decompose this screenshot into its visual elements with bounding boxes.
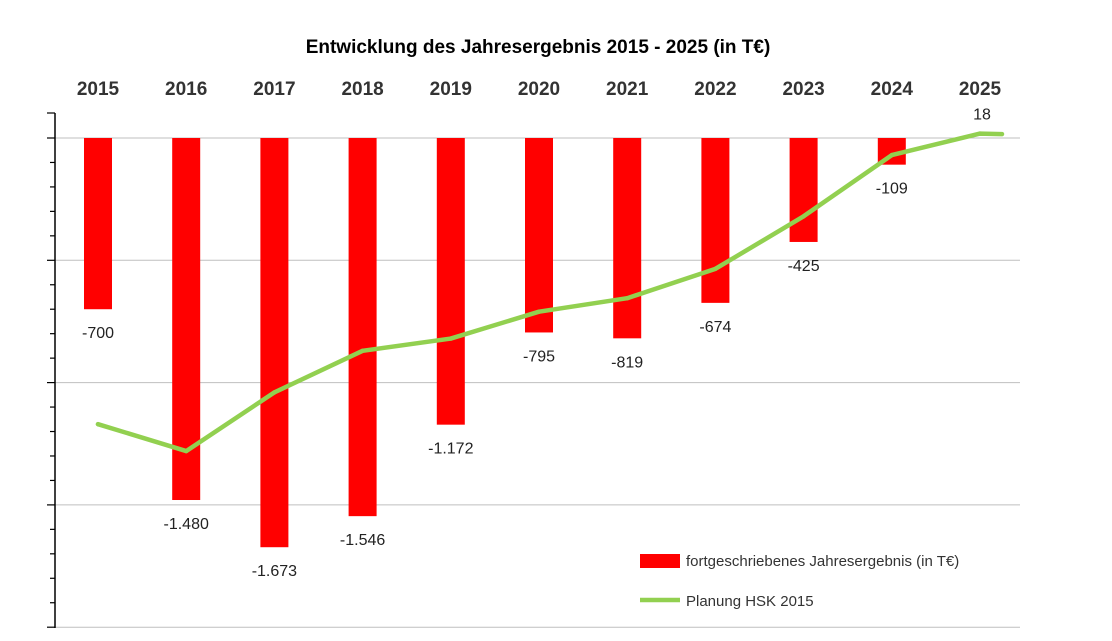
category-label-2015: 2015 [77,79,120,100]
bar-2020 [525,138,553,333]
bar-2019 [436,138,465,425]
category-label-2017: 2017 [253,79,295,100]
line-series [95,131,1005,454]
line-point-2022 [713,266,718,272]
bar-2015 [84,138,112,310]
y-axis [47,112,56,628]
category-labels: 2015 2016 2017 2018 2019 2020 2021 2022 2023 2024… [77,79,1002,100]
category-label-2018: 2018 [341,79,383,100]
bar-2021 [613,138,642,339]
line-series-path [95,131,1005,454]
line-label-2025: 18 [973,107,991,124]
line-point-2018 [360,348,365,354]
line-point-2019 [448,336,453,341]
bar-2018 [348,138,377,517]
bar-label-2018: -1.546 [340,532,385,549]
bar-2023 [789,138,818,242]
grid-lines [55,137,1020,628]
line-point-2021 [625,296,630,301]
line-point-2017 [272,390,277,395]
line-point-2025 [977,131,983,136]
legend-bar-label: fortgeschriebenes Jahresergebnis (in T€) [686,553,959,570]
legend-bar-swatch [640,554,680,568]
bar-label-2016: -1.480 [164,516,209,533]
category-label-2025: 2025 [959,79,1002,100]
bar-label-2020: -795 [523,348,555,365]
bar-label-2015: -700 [82,325,114,342]
line-point-2024 [889,152,894,158]
bar-label-2024: -109 [876,181,908,198]
bar-2016 [172,138,201,501]
category-label-2020: 2020 [518,79,560,100]
bar-label-2021: -819 [611,354,643,371]
line-point-2023 [801,214,806,219]
bar-label-2019: -1.172 [428,441,473,458]
bar-2017 [260,138,289,548]
category-label-2023: 2023 [782,79,824,100]
category-label-2021: 2021 [606,79,649,100]
legend-line-label: Planung HSK 2015 [686,593,814,610]
bar-label-2022: -674 [699,319,731,336]
line-point-2016 [184,448,189,454]
category-label-2024: 2024 [871,79,914,100]
bar-label-2017: -1.673 [252,563,297,580]
line-point-2020 [536,309,542,314]
bar-label-2023: -425 [788,258,820,275]
bar-series [84,138,906,548]
category-label-2019: 2019 [430,79,472,100]
data-labels: -700 -1.480 -1.673 -1.546 -1.172 -795 -819 -674… [82,107,991,581]
category-label-2022: 2022 [694,79,736,100]
legend: fortgeschriebenes Jahresergebnis (in T€)… [640,553,959,610]
line-point-2015 [95,421,101,427]
category-label-2016: 2016 [165,79,207,100]
bar-2022 [701,138,730,303]
chart-title: Entwicklung des Jahresergebnis 2015 - 20… [306,37,771,58]
